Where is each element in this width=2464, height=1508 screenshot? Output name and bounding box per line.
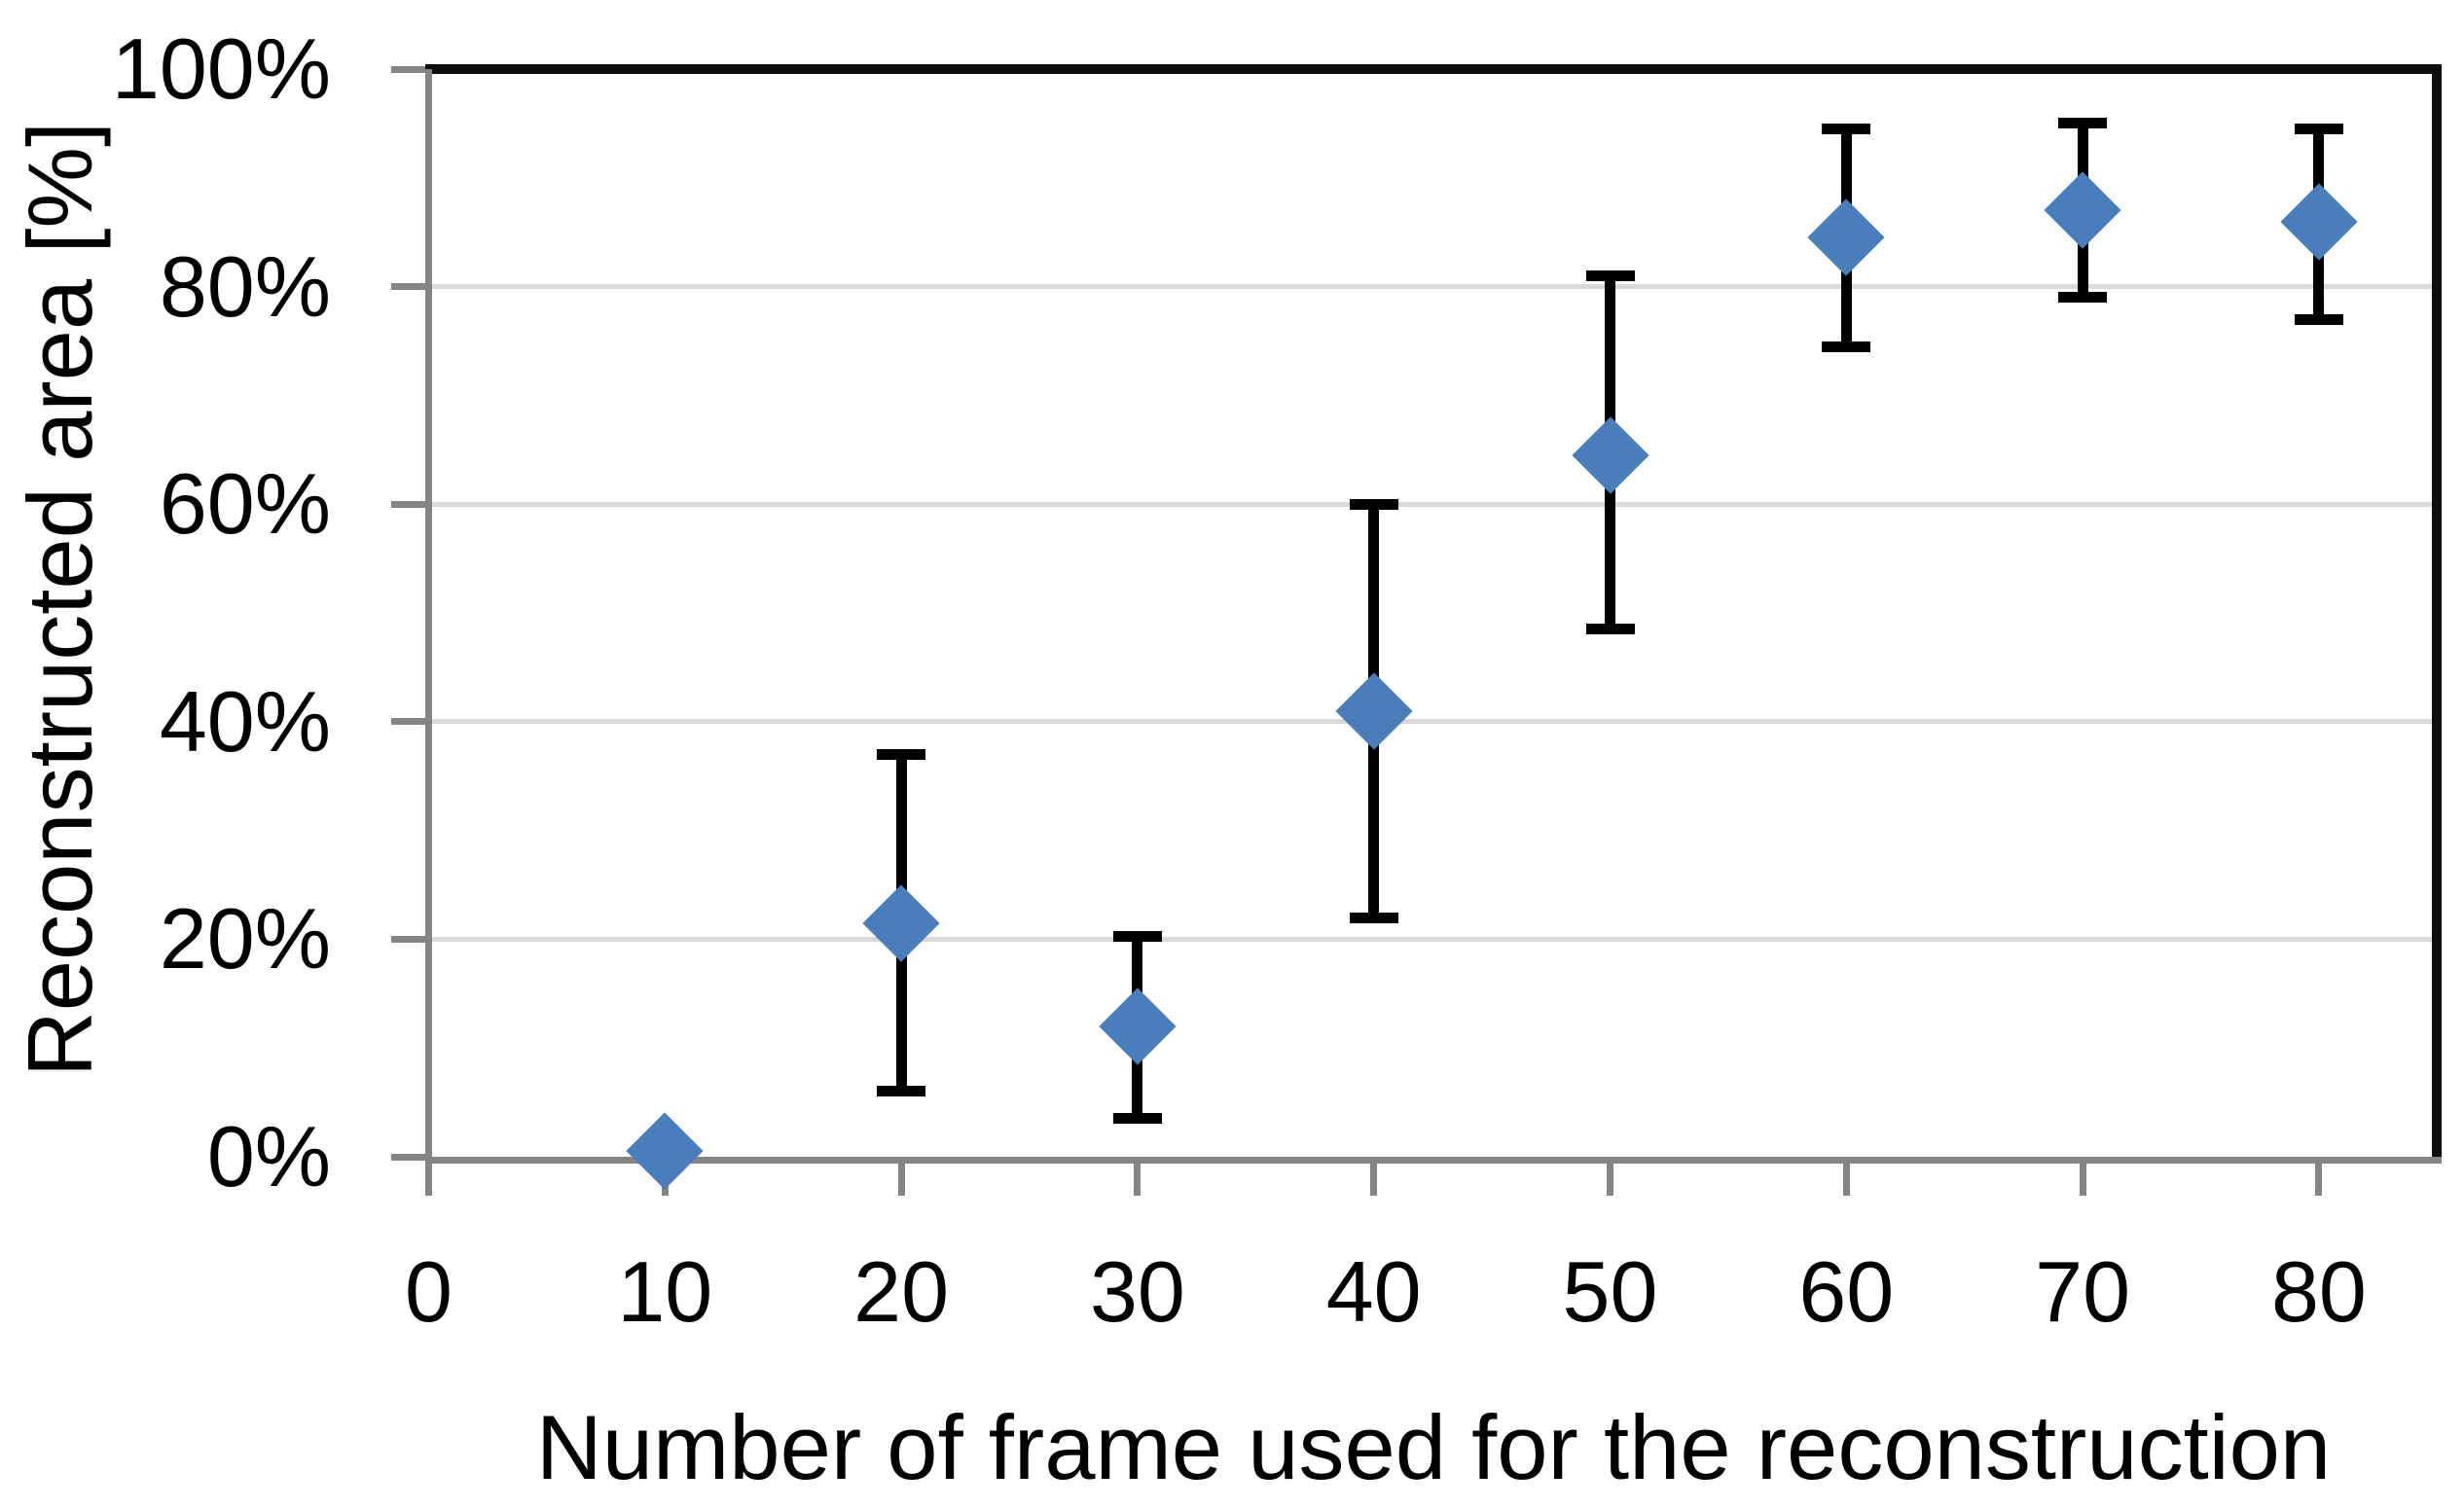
y-tick-label: 80%	[159, 237, 331, 335]
x-tick-label: 0	[405, 1243, 453, 1340]
data-point-marker	[2044, 171, 2121, 249]
data-point-marker	[862, 884, 940, 962]
x-tick-label: 60	[1798, 1243, 1895, 1340]
y-tick-label: 40%	[159, 672, 331, 770]
x-tick-mark	[1842, 1157, 1850, 1196]
error-bar-cap-top	[877, 748, 926, 760]
y-tick-label: 60%	[159, 455, 331, 553]
x-axis-line	[425, 1157, 2442, 1164]
error-bar-cap-bottom	[1822, 341, 1871, 352]
y-tick-mark	[391, 283, 425, 291]
error-bar-cap-top	[1822, 123, 1871, 134]
error-bar-cap-top	[2294, 123, 2343, 134]
plot-border-right	[2432, 64, 2442, 1164]
data-point-marker	[1099, 987, 1177, 1065]
x-tick-label: 10	[617, 1243, 713, 1340]
error-bar-cap-bottom	[2058, 292, 2108, 304]
data-point-marker	[1335, 672, 1413, 750]
gridline	[432, 284, 2432, 290]
y-tick-label: 20%	[159, 890, 331, 987]
y-tick-mark	[391, 935, 425, 943]
gridline	[432, 501, 2432, 507]
plot-border-top	[425, 64, 2442, 74]
gridline	[432, 719, 2432, 725]
error-bar-cap-bottom	[1349, 912, 1398, 923]
data-point-marker	[1571, 416, 1649, 494]
x-tick-label: 70	[2035, 1243, 2131, 1340]
error-bar-cap-bottom	[1112, 1113, 1162, 1125]
x-tick-mark	[1370, 1157, 1378, 1196]
x-tick-label: 30	[1089, 1243, 1185, 1340]
data-point-marker	[2280, 182, 2358, 261]
data-point-marker	[626, 1112, 704, 1191]
x-tick-label: 80	[2270, 1243, 2367, 1340]
error-bar-cap-top	[2058, 118, 2108, 129]
error-bar-cap-bottom	[877, 1086, 926, 1097]
gridline	[432, 936, 2432, 942]
y-tick-mark	[391, 500, 425, 508]
data-point-marker	[1807, 198, 1885, 276]
x-tick-mark	[425, 1157, 432, 1196]
x-tick-label: 20	[853, 1243, 950, 1340]
y-tick-mark	[391, 1153, 425, 1161]
x-tick-mark	[2315, 1157, 2323, 1196]
error-bar-cap-top	[1585, 269, 1635, 281]
error-bar-cap-bottom	[1585, 624, 1635, 635]
x-tick-mark	[897, 1157, 905, 1196]
y-tick-mark	[391, 718, 425, 726]
x-axis-title: Number of frame used for the reconstruct…	[535, 1396, 2332, 1498]
x-tick-label: 50	[1562, 1243, 1658, 1340]
error-bar-cap-bottom	[2294, 313, 2343, 325]
x-tick-mark	[2079, 1157, 2086, 1196]
x-tick-mark	[1607, 1157, 1613, 1196]
y-tick-label: 100%	[111, 20, 331, 117]
y-tick-label: 0%	[206, 1108, 331, 1204]
error-bar-cap-top	[1349, 498, 1398, 510]
y-axis-line	[425, 69, 432, 1164]
y-tick-mark	[391, 65, 425, 73]
x-tick-mark	[1134, 1157, 1141, 1196]
x-tick-label: 40	[1325, 1243, 1422, 1340]
error-bar-cap-top	[1112, 930, 1162, 942]
y-axis-title: Reconstructed area [%]	[9, 121, 111, 1078]
